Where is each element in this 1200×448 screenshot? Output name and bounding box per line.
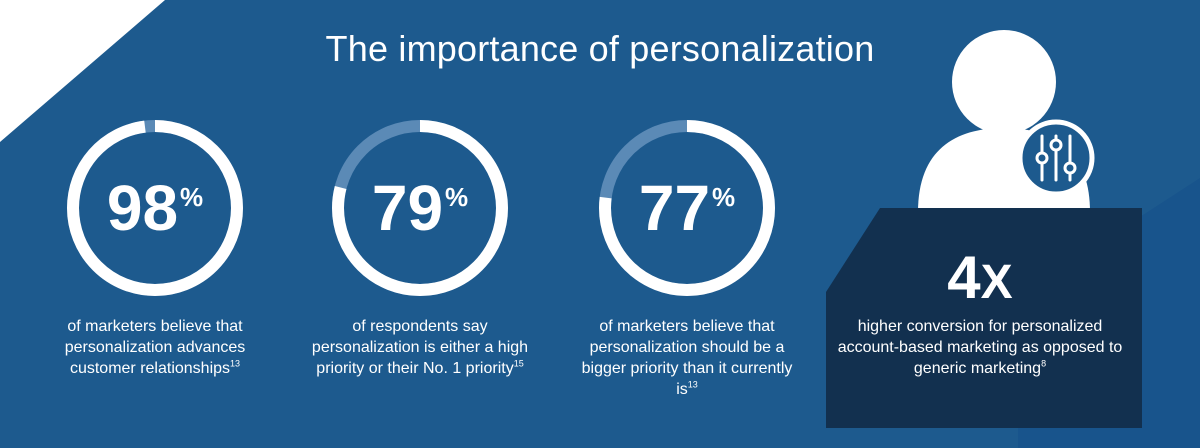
footnote-marker: 15 xyxy=(513,358,524,369)
page-title: The importance of personalization xyxy=(325,28,875,69)
progress-ring xyxy=(67,120,243,296)
stat-unit: % xyxy=(180,182,204,212)
caption-text: of marketers believe that personalizatio… xyxy=(64,318,246,377)
highlight-number: 4 xyxy=(947,244,981,311)
stat-98-percent: 98% xyxy=(65,118,245,298)
stat-value: 77% xyxy=(597,118,777,298)
caption-text: higher conversion for personalized accou… xyxy=(837,318,1123,377)
footnote-marker: 13 xyxy=(687,379,698,390)
stat-caption: of marketers believe that personalizatio… xyxy=(577,316,797,400)
highlight-unit: X xyxy=(980,256,1013,309)
stat-number: 79 xyxy=(371,172,444,244)
ring-fill xyxy=(67,120,243,296)
footnote-marker: 8 xyxy=(1041,358,1047,369)
stat-caption: of marketers believe that personalizatio… xyxy=(45,316,265,379)
highlight-value: 4X xyxy=(840,248,1120,308)
highlight-box xyxy=(826,208,1142,428)
sliders-icon xyxy=(1017,119,1095,197)
progress-ring xyxy=(332,120,508,296)
ring-fill xyxy=(599,120,775,296)
stat-79-percent: 79% xyxy=(330,118,510,298)
stat-value: 79% xyxy=(330,118,510,298)
stat-77-percent: 77% xyxy=(597,118,777,298)
caption-text: of marketers believe that personalizatio… xyxy=(581,318,793,398)
stat-number: 77 xyxy=(638,172,711,244)
caption-text: of respondents say personalization is ei… xyxy=(311,318,529,377)
progress-ring xyxy=(599,120,775,296)
stat-value: 98% xyxy=(65,118,245,298)
stat-unit: % xyxy=(712,182,736,212)
stat-caption: of respondents say personalization is ei… xyxy=(310,316,530,379)
footnote-marker: 13 xyxy=(230,358,241,369)
ring-fill xyxy=(332,120,508,296)
stat-number: 98 xyxy=(106,172,179,244)
highlight-caption: higher conversion for personalized accou… xyxy=(830,316,1130,379)
stat-unit: % xyxy=(445,182,469,212)
